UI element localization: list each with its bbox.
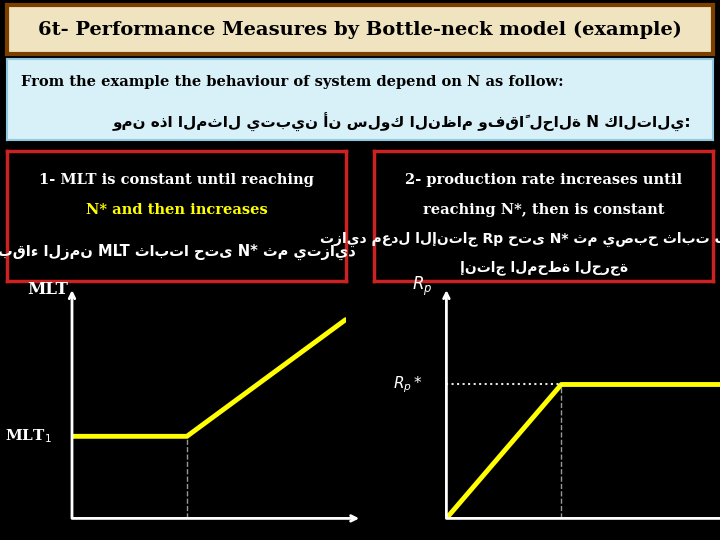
Text: ومن هذا المثال يتبين أن سلوك النظام وفقاً لحالة N كالتالي:: ومن هذا المثال يتبين أن سلوك النظام وفقا… (113, 113, 692, 132)
Text: reaching N*, then is constant: reaching N*, then is constant (423, 202, 665, 217)
Text: From the example the behaviour of system depend on N as follow:: From the example the behaviour of system… (22, 75, 564, 89)
Text: بقاء الزمن MLT ثابتا حتى N* ثم يتزايد: بقاء الزمن MLT ثابتا حتى N* ثم يتزايد (0, 244, 355, 260)
Text: $R_p$: $R_p$ (412, 275, 432, 298)
Text: N* and then increases: N* and then increases (86, 202, 267, 217)
Text: 2- production rate increases until: 2- production rate increases until (405, 173, 682, 187)
Text: إنتاج المحطة الحرجة: إنتاج المحطة الحرجة (459, 260, 628, 275)
Text: 1- MLT is constant until reaching: 1- MLT is constant until reaching (39, 173, 314, 187)
Text: MLT: MLT (27, 281, 68, 298)
Text: $R_p*$: $R_p*$ (393, 374, 423, 395)
Text: تزايد معدل الإنتاج Rp حتى N* ثم يصبح ثابت بمعدل: تزايد معدل الإنتاج Rp حتى N* ثم يصبح ثاب… (320, 232, 720, 247)
Text: MLT$_1$: MLT$_1$ (5, 428, 52, 445)
Text: 6t- Performance Measures by Bottle-neck model (example): 6t- Performance Measures by Bottle-neck … (38, 21, 682, 39)
